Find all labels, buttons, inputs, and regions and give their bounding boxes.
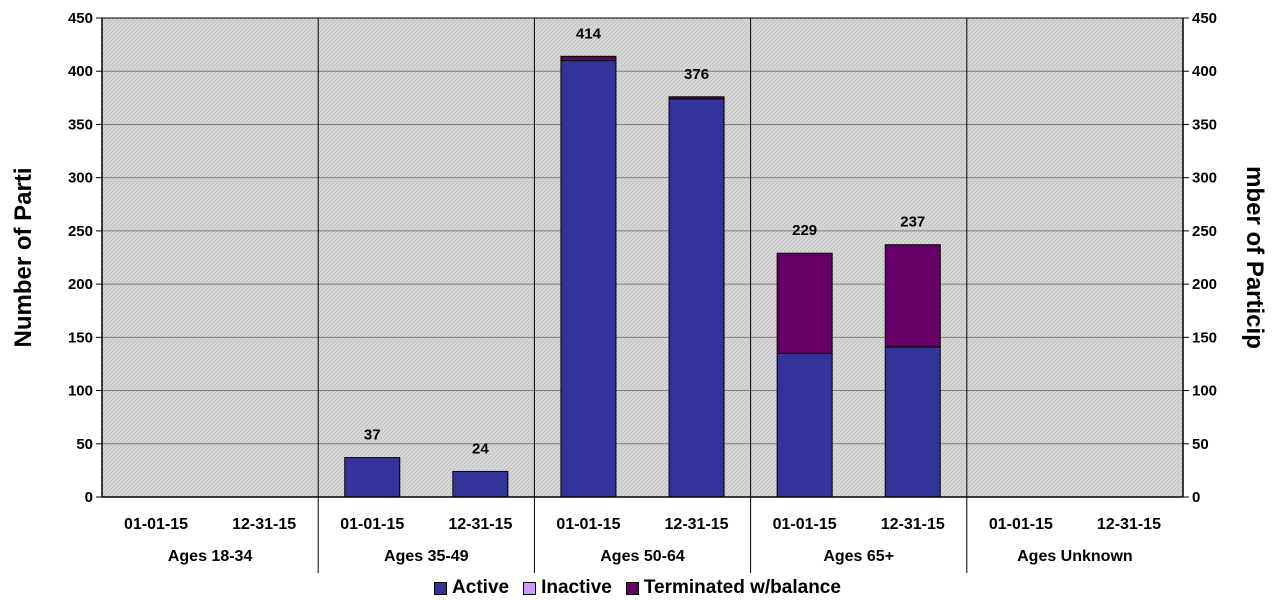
bar-total-label: 229 — [792, 222, 817, 239]
bar-total-label: 37 — [364, 427, 381, 444]
x-category-label: 01-01-15 — [773, 516, 837, 533]
y-tick-label-left: 450 — [68, 10, 93, 27]
y-tick-label-right: 350 — [1192, 116, 1217, 133]
y-tick-label-right: 400 — [1192, 63, 1217, 80]
x-category-label: 12-31-15 — [881, 516, 945, 533]
bar-total-label: 376 — [684, 66, 709, 83]
bar-segment-active — [452, 470, 509, 498]
y-axis-title-left: Number of Parti — [10, 167, 37, 347]
x-group-label: Ages 65+ — [823, 548, 894, 565]
x-category-label: 12-31-15 — [232, 516, 296, 533]
y-tick-label-right: 450 — [1192, 10, 1217, 27]
chart-legend: Active Inactive Terminated w/balance — [0, 576, 1275, 600]
plot-area — [102, 18, 1183, 497]
x-group-label: Ages 50-64 — [600, 548, 685, 565]
bar-segment-active — [884, 346, 941, 498]
x-category-label: 12-31-15 — [1097, 516, 1161, 533]
legend-label: Inactive — [541, 577, 612, 598]
y-tick-label-right: 50 — [1192, 436, 1209, 453]
legend-swatch — [523, 581, 537, 595]
y-tick-label-right: 250 — [1192, 223, 1217, 240]
y-tick-label-right: 100 — [1192, 383, 1217, 400]
bar-segment-terminated-w-balance — [668, 96, 725, 100]
legend-item: Active — [434, 577, 509, 599]
bar-segment-active — [344, 457, 401, 498]
bar-total-label: 24 — [472, 440, 489, 457]
legend-item: Inactive — [523, 577, 612, 599]
bar-segment-terminated-w-balance — [884, 244, 941, 348]
y-tick-label-right: 200 — [1192, 276, 1217, 293]
bar-segment-terminated-w-balance — [560, 55, 617, 62]
y-tick-label-left: 350 — [68, 116, 93, 133]
y-tick-label-left: 50 — [76, 436, 93, 453]
legend-label: Terminated w/balance — [643, 577, 841, 598]
x-group-label: Ages 35-49 — [384, 548, 469, 565]
y-tick-label-left: 100 — [68, 383, 93, 400]
bar-total-label: 237 — [900, 214, 925, 231]
bar-segment-active — [560, 60, 617, 498]
y-tick-label-left: 300 — [68, 170, 93, 187]
stacked-bar-chart: 0 0 50 50 100 100 150 150 200 200 250 250 300 300 350 3… — [10, 10, 1268, 573]
y-tick-label-left: 0 — [85, 489, 93, 506]
y-axis-title-right: mber of Particip — [1241, 166, 1268, 349]
x-group-label: Ages 18-34 — [168, 548, 253, 565]
x-group-label: Ages Unknown — [1017, 548, 1133, 565]
x-category-label: 01-01-15 — [124, 516, 188, 533]
y-tick-label-right: 300 — [1192, 170, 1217, 187]
y-tick-label-right: 0 — [1192, 489, 1200, 506]
bar-segment-terminated-w-balance — [776, 252, 833, 354]
legend-label: Active — [452, 577, 510, 598]
y-tick-label-left: 200 — [68, 276, 93, 293]
x-category-label: 12-31-15 — [448, 516, 512, 533]
bar-segment-active — [668, 98, 725, 498]
legend-item: Terminated w/balance — [625, 577, 841, 599]
bar-segment-active — [776, 352, 833, 498]
y-tick-label-left: 150 — [68, 329, 93, 346]
y-tick-label-left: 400 — [68, 63, 93, 80]
legend-swatch — [625, 581, 639, 595]
bar-total-label: 414 — [576, 25, 602, 42]
y-tick-label-left: 250 — [68, 223, 93, 240]
x-category-label: 01-01-15 — [340, 516, 404, 533]
x-category-label: 01-01-15 — [556, 516, 620, 533]
legend-swatch — [434, 581, 448, 595]
x-category-label: 12-31-15 — [665, 516, 729, 533]
x-category-label: 01-01-15 — [989, 516, 1053, 533]
y-tick-label-right: 150 — [1192, 329, 1217, 346]
